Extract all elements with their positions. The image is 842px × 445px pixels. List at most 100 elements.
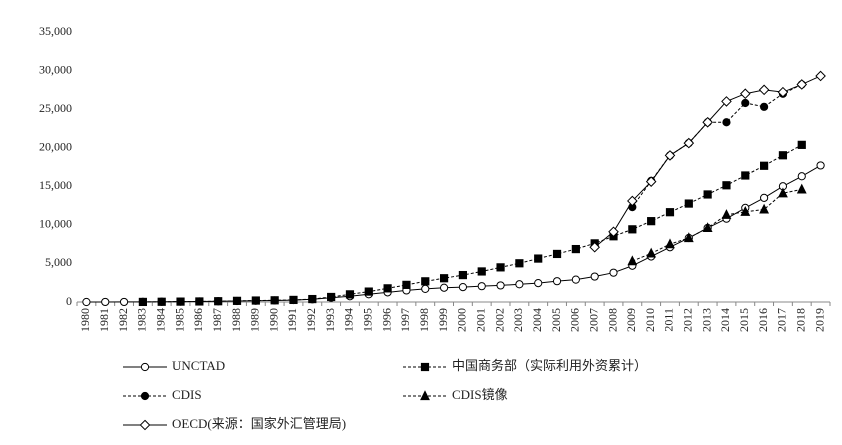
- x-tick-label: 2015: [737, 308, 751, 332]
- y-tick-label: 0: [66, 294, 72, 308]
- series-line: [594, 75, 821, 248]
- marker: [796, 183, 807, 194]
- x-tick-label: 2007: [586, 308, 600, 332]
- x-tick-label: 1980: [78, 308, 92, 332]
- marker: [552, 249, 562, 259]
- marker: [608, 226, 619, 238]
- y-tick-label: 35,000: [39, 24, 72, 38]
- x-tick-label: 1998: [417, 308, 431, 332]
- marker: [270, 296, 279, 305]
- marker: [797, 172, 806, 181]
- marker: [590, 272, 599, 281]
- marker: [515, 280, 524, 289]
- x-tick-label: 2000: [455, 308, 469, 332]
- marker: [589, 241, 600, 253]
- marker: [82, 297, 91, 307]
- marker: [760, 193, 769, 202]
- x-tick-label: 2005: [549, 308, 563, 332]
- marker: [760, 102, 769, 111]
- marker: [421, 277, 430, 286]
- marker: [796, 79, 808, 90]
- marker: [683, 232, 694, 243]
- marker: [515, 259, 524, 268]
- marker: [778, 187, 788, 198]
- x-tick-label: 2006: [568, 308, 582, 332]
- marker: [702, 116, 713, 128]
- x-tick-label: 1995: [361, 308, 375, 332]
- marker: [458, 270, 468, 280]
- x-tick-label: 1996: [379, 308, 393, 332]
- marker: [477, 282, 486, 291]
- marker: [571, 275, 580, 284]
- marker: [420, 362, 430, 372]
- marker: [439, 274, 449, 283]
- marker: [402, 280, 411, 289]
- x-tick-label: 2009: [624, 308, 638, 332]
- marker: [665, 238, 675, 249]
- legend: UNCTAD 中国商务部（实际利用外资累计） CDIS CDIS镜像 OECD(来源：国…: [123, 358, 647, 431]
- x-tick-label: 1994: [342, 308, 356, 332]
- marker: [214, 297, 223, 306]
- marker: [157, 297, 166, 306]
- marker: [364, 287, 373, 296]
- marker: [816, 161, 825, 170]
- marker: [721, 96, 732, 107]
- x-tick-label: 1992: [304, 308, 318, 332]
- marker: [759, 203, 770, 214]
- marker: [683, 137, 695, 149]
- legend-label: OECD(来源：国家外汇管理局): [172, 416, 346, 431]
- marker: [665, 208, 675, 217]
- marker: [627, 195, 638, 207]
- series-line: [142, 144, 803, 303]
- x-tick-label: 1984: [153, 308, 167, 332]
- x-tick-label: 2008: [605, 308, 619, 332]
- series-line: [86, 165, 821, 303]
- marker: [496, 263, 505, 272]
- marker: [421, 284, 430, 293]
- marker: [741, 98, 750, 108]
- marker: [534, 279, 543, 288]
- x-tick-label: 1990: [266, 308, 280, 332]
- series-line: [631, 84, 802, 208]
- marker: [646, 247, 657, 258]
- marker: [140, 391, 150, 401]
- marker: [627, 255, 638, 266]
- marker: [702, 222, 713, 233]
- marker: [477, 267, 486, 276]
- x-tick-label: 2011: [662, 308, 676, 332]
- legend-label: UNCTAD: [172, 358, 225, 373]
- series-line: [632, 188, 802, 262]
- marker: [289, 295, 298, 305]
- marker: [119, 297, 129, 307]
- x-tick-label: 2019: [812, 308, 826, 332]
- marker: [251, 296, 260, 305]
- marker: [722, 118, 731, 127]
- legend-label: CDIS镜像: [452, 387, 508, 402]
- x-tick-label: 1988: [229, 308, 243, 332]
- x-tick-label: 2001: [473, 308, 487, 332]
- marker: [308, 294, 317, 304]
- marker: [777, 86, 789, 98]
- marker: [722, 181, 731, 190]
- x-tick-label: 2012: [681, 308, 695, 332]
- y-tick-label: 30,000: [39, 62, 72, 76]
- legend-label: CDIS: [172, 387, 202, 402]
- marker: [140, 362, 150, 372]
- marker: [778, 151, 788, 160]
- marker: [609, 268, 618, 277]
- marker: [797, 140, 806, 149]
- marker: [383, 284, 392, 293]
- x-tick-label: 1991: [285, 308, 299, 332]
- marker: [195, 297, 204, 306]
- marker: [760, 161, 769, 170]
- marker: [458, 283, 468, 292]
- marker: [552, 277, 562, 286]
- y-tick-label: 20,000: [39, 139, 72, 153]
- marker: [740, 206, 751, 216]
- x-tick-label: 1983: [135, 308, 149, 332]
- marker: [703, 190, 712, 199]
- marker: [439, 283, 449, 292]
- marker: [684, 199, 693, 208]
- marker: [628, 225, 637, 234]
- marker: [664, 150, 676, 161]
